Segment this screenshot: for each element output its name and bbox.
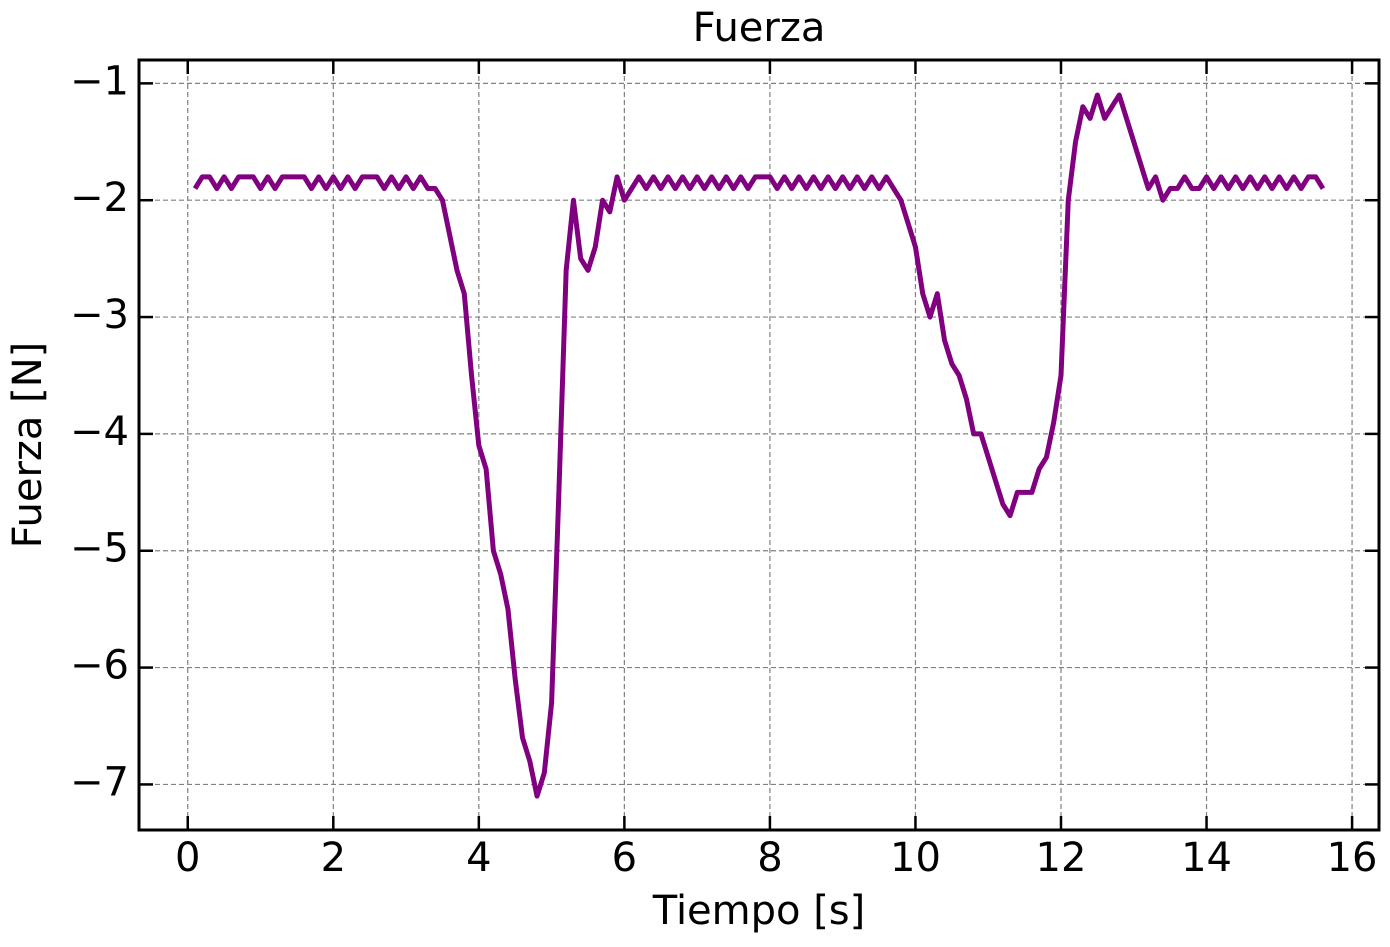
x-tick-label: 8 [757,835,782,881]
chart-title: Fuerza [693,5,826,51]
x-axis-label: Tiempo [s] [652,888,866,934]
x-tick-label: 14 [1181,835,1232,881]
x-tick-label: 16 [1327,835,1378,881]
plot-frame [137,58,1381,832]
y-tick-label: −5 [70,526,129,572]
y-tick-label: −6 [70,643,129,689]
y-tick-label: −1 [70,58,129,104]
y-tick-label: −7 [70,759,129,805]
x-tick-label: 2 [321,835,346,881]
y-axis-label: Fuerza [N] [5,342,51,549]
x-tick-label: 12 [1036,835,1087,881]
x-tick-label: 0 [175,835,200,881]
y-tick-label: −2 [70,175,129,221]
data-line [192,92,1326,799]
x-tick-label: 6 [612,835,637,881]
y-tick-label: −4 [70,409,129,455]
x-tick-label: 10 [890,835,941,881]
y-tick-label: −3 [70,292,129,338]
x-tick-label: 4 [466,835,491,881]
